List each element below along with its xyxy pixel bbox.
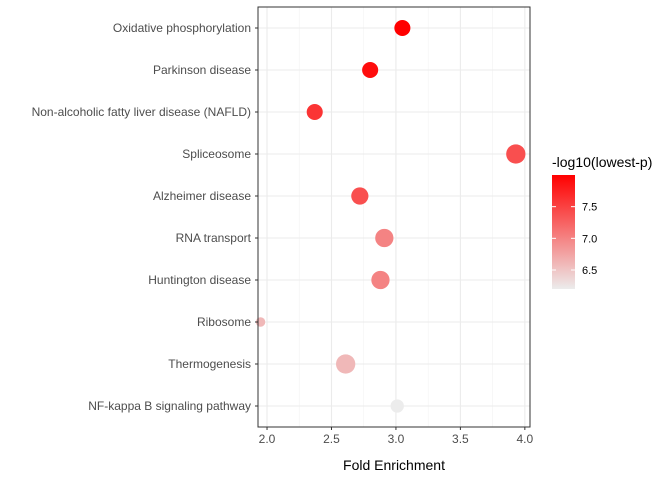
y-tick-label: Parkinson disease (153, 63, 251, 77)
color-legend: -log10(lowest-p) 6.5 7.0 7.5 (552, 154, 652, 289)
y-tick-label: Spliceosome (182, 147, 251, 161)
x-axis: 2.0 2.5 3.0 3.5 4.0 (259, 427, 534, 446)
y-tick-label: Oxidative phosphorylation (113, 21, 251, 35)
x-tick-label: 3.5 (452, 432, 469, 446)
y-tick-label: Thermogenesis (168, 357, 251, 371)
y-tick-label: Non-alcoholic fatty liver disease (NAFLD… (32, 105, 251, 119)
legend-tick-label: 6.5 (582, 265, 597, 277)
data-point (390, 399, 404, 413)
data-point (362, 61, 379, 79)
data-point (371, 270, 390, 290)
data-point (506, 144, 526, 164)
y-tick-label: RNA transport (176, 231, 252, 245)
data-point (394, 19, 411, 37)
x-axis-title: Fold Enrichment (343, 457, 445, 473)
legend-title: -log10(lowest-p) (552, 154, 652, 170)
data-point (336, 354, 356, 374)
x-tick-label: 4.0 (516, 432, 533, 446)
legend-tick-label: 7.0 (582, 233, 597, 245)
legend-ticks: 6.5 7.0 7.5 (552, 202, 597, 277)
plot-border (257, 6, 531, 428)
y-tick-label: NF-kappa B signaling pathway (88, 399, 251, 413)
legend-tick-label: 7.5 (582, 202, 597, 214)
x-tick-label: 2.0 (259, 432, 276, 446)
y-tick-label: Alzheimer disease (153, 189, 251, 203)
legend-colorbar (552, 175, 575, 289)
y-axis: Oxidative phosphorylation Parkinson disea… (32, 21, 258, 413)
data-point (306, 103, 323, 121)
y-tick-label: Ribosome (197, 315, 251, 329)
point-layer (255, 19, 526, 413)
x-tick-label: 2.5 (323, 432, 340, 446)
data-point (351, 187, 369, 205)
plot-panel (258, 7, 530, 427)
y-tick-label: Huntington disease (148, 273, 251, 287)
grid-layer (258, 7, 530, 427)
x-tick-label: 3.0 (388, 432, 405, 446)
data-point (375, 228, 394, 248)
